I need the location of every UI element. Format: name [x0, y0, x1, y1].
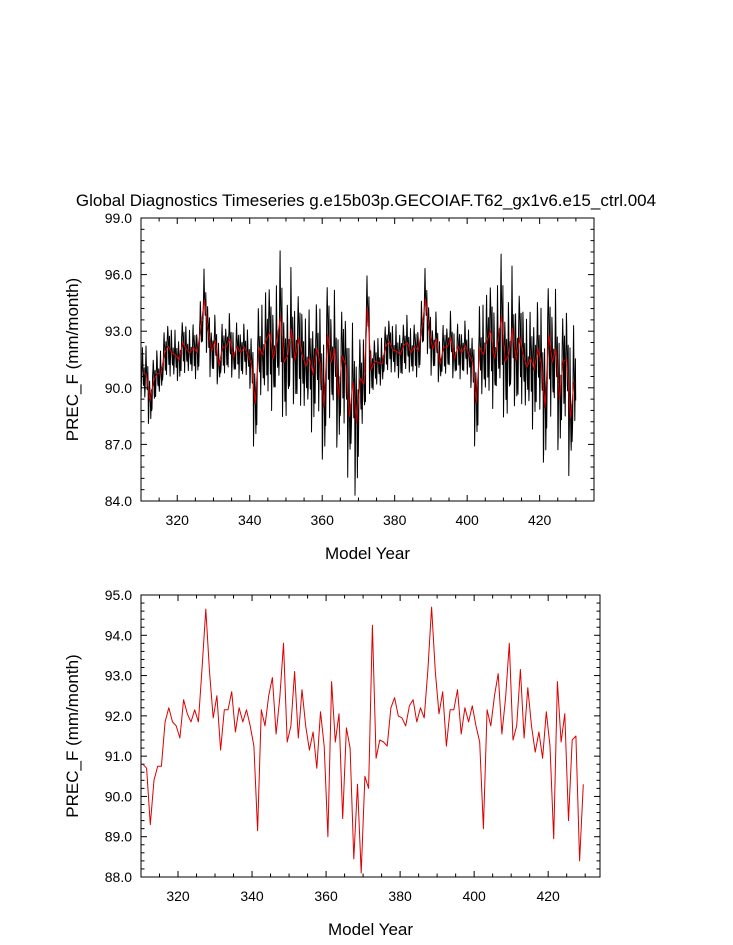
y-tick-label: 88.0 [105, 869, 132, 885]
x-tick-label: 320 [166, 512, 190, 528]
bottom-plot-frame [140, 594, 601, 878]
x-tick-label: 380 [383, 512, 407, 528]
bottom-tick-marks [140, 594, 600, 878]
y-tick-label: 91.0 [105, 748, 132, 764]
bottom-tick-labels: 320 340 360 380 400 420 88.0 89.0 90.0 91.0 92.0 93… [105, 587, 560, 904]
y-tick-label: 99.0 [105, 210, 132, 226]
y-tick-label: 96.0 [105, 267, 132, 283]
x-tick-label: 400 [455, 512, 479, 528]
y-tick-label: 95.0 [105, 587, 132, 603]
top-x-axis-label: Model Year [325, 544, 410, 563]
y-tick-label: 90.0 [105, 380, 132, 396]
y-tick-label: 93.0 [105, 323, 132, 339]
top-series-lines [141, 250, 577, 496]
x-tick-label: 360 [314, 888, 338, 904]
top-plot-frame [140, 217, 595, 502]
top-tick-labels: 320 340 360 380 400 420 84.0 87.0 90.0 93.0 96.0 99… [105, 210, 552, 528]
x-tick-label: 360 [311, 512, 335, 528]
x-tick-label: 320 [166, 888, 190, 904]
bottom-y-axis-label: PREC_F (mm/month) [63, 654, 82, 817]
y-tick-label: 94.0 [105, 627, 132, 643]
x-tick-label: 420 [536, 888, 560, 904]
x-tick-label: 340 [238, 512, 262, 528]
x-tick-label: 400 [462, 888, 486, 904]
x-tick-label: 340 [240, 888, 264, 904]
bottom-x-axis-label: Model Year [328, 920, 413, 939]
bottom-series-lines [142, 606, 584, 874]
top-y-axis-label: PREC_F (mm/month) [63, 278, 82, 441]
y-tick-label: 84.0 [105, 493, 132, 509]
chart-title: Global Diagnostics Timeseries g.e15b03p.… [76, 191, 656, 210]
x-tick-label: 380 [388, 888, 412, 904]
y-tick-label: 87.0 [105, 436, 132, 452]
y-tick-label: 92.0 [105, 708, 132, 724]
x-tick-label: 420 [528, 512, 552, 528]
y-tick-label: 89.0 [105, 829, 132, 845]
annual-series-line [142, 606, 584, 874]
bottom-timeseries-panel: 320 340 360 380 400 420 88.0 89.0 90.0 91.0 92.0 93… [63, 587, 601, 939]
annual-series-line [142, 298, 575, 425]
monthly-series-line [141, 250, 577, 496]
top-timeseries-panel: 320 340 360 380 400 420 84.0 87.0 90.0 93.0 96.0 99… [63, 210, 595, 563]
y-tick-label: 93.0 [105, 668, 132, 684]
y-tick-label: 90.0 [105, 788, 132, 804]
